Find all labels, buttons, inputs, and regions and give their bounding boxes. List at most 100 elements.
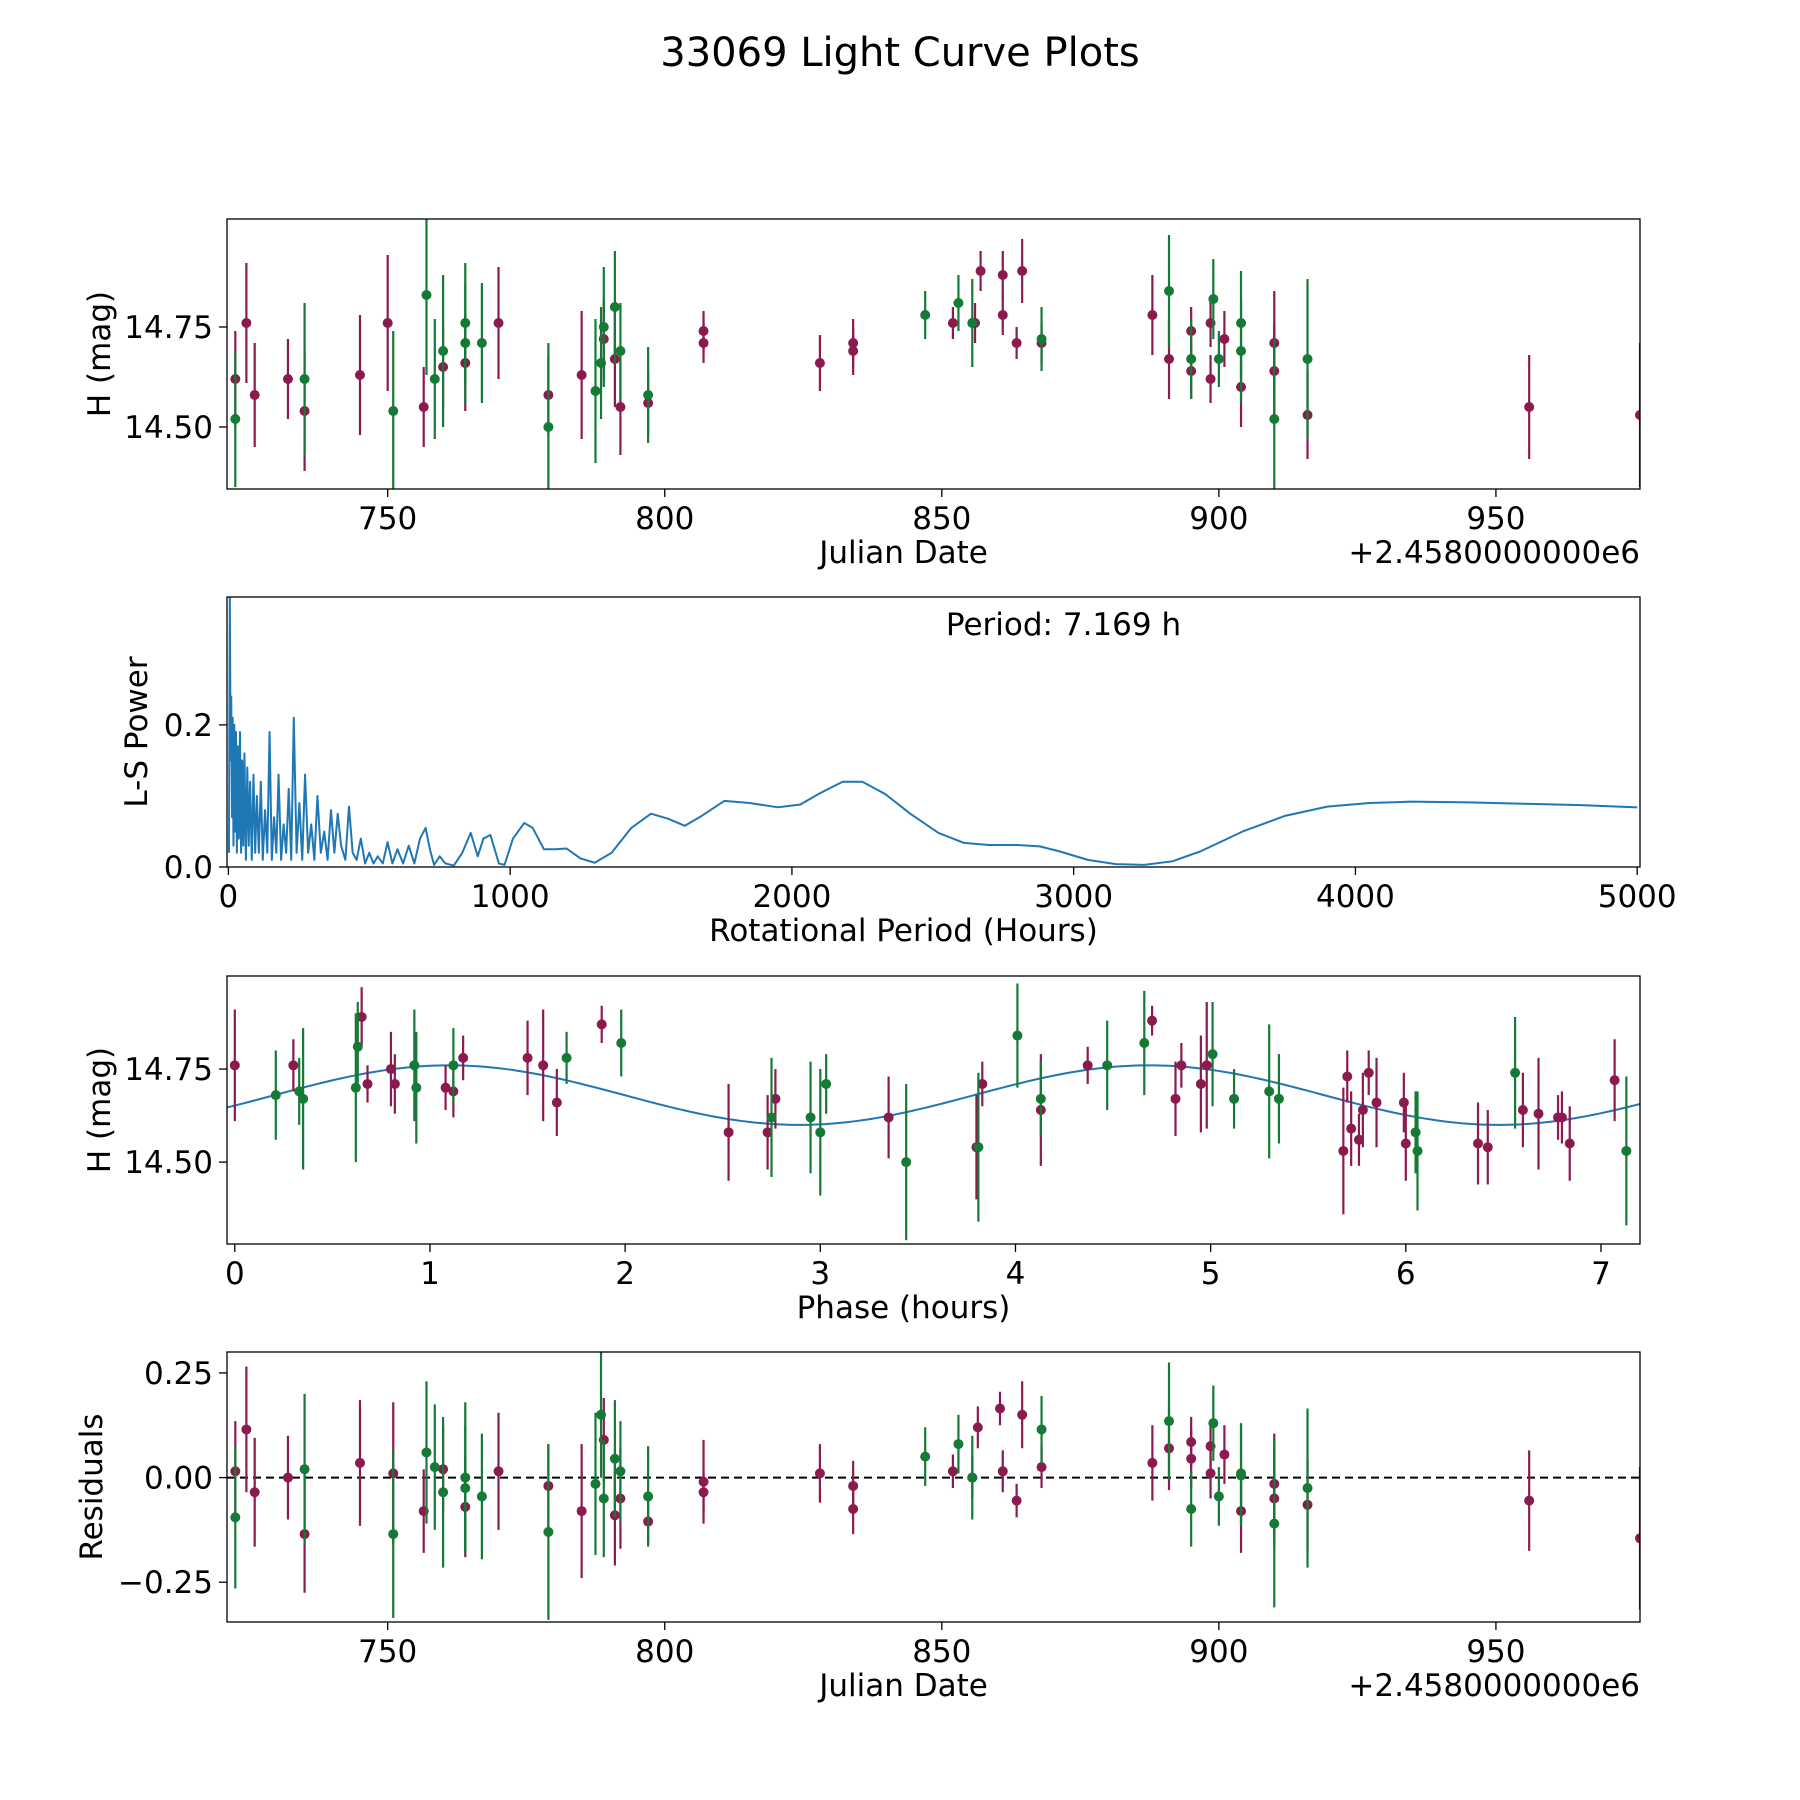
chart-resid-point [698, 1487, 709, 1498]
chart-phase-point [821, 1078, 832, 1089]
chart-lc-point [997, 310, 1008, 320]
chart-resid-ytick-label: 0.00 [144, 1461, 213, 1497]
chart-lc-xtick-label: 950 [1466, 501, 1525, 537]
chart-lc-offset-label: +2.4580000000e6 [1348, 535, 1640, 571]
chart-lc-point [598, 322, 609, 332]
chart-phase-point [551, 1097, 562, 1108]
chart-phase-point [1353, 1134, 1364, 1145]
chart-phase-point [1102, 1060, 1113, 1071]
chart-ls-xtick-label: 4000 [1316, 879, 1395, 915]
chart-lc-point [354, 370, 365, 380]
chart-resid-point [848, 1503, 859, 1514]
chart-lc-plot-area [230, 219, 1640, 489]
chart-resid-point [249, 1487, 260, 1498]
chart-resid-ytick-label: 0.25 [144, 1356, 213, 1392]
chart-phase-point [1139, 1038, 1150, 1048]
chart-resid-point [994, 1403, 1005, 1414]
chart-ls-ytick-label: 0.2 [164, 708, 213, 744]
chart-lc-point [609, 302, 620, 312]
chart-lc-point [438, 346, 449, 356]
chart-resid-point [953, 1439, 964, 1450]
chart-resid-point [596, 1409, 607, 1420]
chart-phase-point [1400, 1138, 1411, 1149]
chart-resid-point [421, 1447, 432, 1458]
chart-resid-point [1036, 1462, 1047, 1473]
chart-lc-point [814, 358, 825, 368]
chart-lc: 750 800 850 900 950 14.50 14.75 Julian Date +2.4… [82, 218, 1641, 571]
chart-phase-point [1207, 1049, 1218, 1060]
chart-phase-point [596, 1019, 607, 1030]
chart-lc-point [543, 422, 554, 432]
chart-lc-point [1302, 354, 1313, 364]
chart-lc-point [953, 298, 964, 308]
chart-lc-point [848, 346, 859, 356]
chart-lc-point [967, 318, 978, 328]
chart-resid-point [1635, 1533, 1640, 1544]
chart-lc-point [460, 338, 471, 348]
chart-phase-point [1510, 1067, 1521, 1078]
chart-lc-point [282, 374, 293, 384]
chart-resid-point [609, 1453, 620, 1464]
chart-phase-point [1621, 1145, 1632, 1156]
chart-phase-point [1273, 1093, 1284, 1104]
chart-resid-point [241, 1424, 252, 1435]
figure-title: 33069 Light Curve Plots [660, 30, 1139, 76]
chart-phase-point [362, 1078, 373, 1089]
chart-phase-point [294, 1086, 305, 1097]
chart-resid-xtick-label: 950 [1466, 1634, 1525, 1670]
chart-phase-point [350, 1082, 361, 1093]
chart-resid-point [493, 1466, 504, 1477]
chart-ls-period-annotation: Period: 7.169 h [946, 607, 1181, 643]
chart-resid-point [230, 1512, 241, 1523]
chart-ls-axes-frame [226, 596, 1641, 868]
chart-phase-xtick-label: 7 [1591, 1256, 1611, 1292]
chart-lc-point [920, 310, 931, 320]
chart-phase-point [1338, 1145, 1349, 1156]
chart-phase-point [538, 1060, 549, 1071]
chart-lc-point [1147, 310, 1158, 320]
chart-phase-point [1082, 1060, 1093, 1071]
chart-phase-point [770, 1093, 781, 1104]
chart-phase-point [1229, 1093, 1240, 1104]
chart-resid-point [1017, 1409, 1028, 1420]
chart-phase-point [901, 1157, 912, 1168]
chart-phase-xtick-label: 2 [615, 1256, 635, 1292]
chart-phase-point [1410, 1127, 1421, 1138]
chart-phase-point [1264, 1086, 1275, 1097]
chart-resid-point [543, 1527, 554, 1537]
chart-phase-point [1012, 1030, 1023, 1041]
chart-phase-point [352, 1041, 363, 1052]
chart-resid-point [814, 1468, 825, 1479]
chart-lc-point [615, 346, 626, 356]
chart-resid-point [1219, 1449, 1230, 1460]
chart-phase-point [1342, 1071, 1353, 1082]
chart-resid-axes-frame [226, 1351, 1641, 1623]
chart-phase-xtick-label: 4 [1006, 1256, 1026, 1292]
chart-resid-point [1208, 1418, 1219, 1429]
chart-resid-xtick-label: 750 [358, 1634, 417, 1670]
chart-resid-point [282, 1472, 293, 1483]
chart-lc-point [1213, 354, 1224, 364]
chart-phase-point [1533, 1108, 1544, 1119]
chart-resid-point [388, 1529, 399, 1540]
chart-resid-point [354, 1457, 365, 1468]
chart-resid-point [615, 1466, 626, 1477]
chart-lc-point [230, 414, 241, 424]
chart-phase-point [356, 1011, 367, 1022]
chart-lc-xtick-label: 800 [635, 501, 694, 537]
chart-phase-point [458, 1052, 469, 1063]
chart-resid-point [997, 1466, 1008, 1477]
chart-resid-point [598, 1493, 609, 1504]
chart-lc-point [1205, 374, 1216, 384]
chart-lc-point [418, 402, 429, 412]
chart-lc-point [615, 402, 626, 412]
chart-phase-point [1147, 1015, 1158, 1026]
chart-phase-series-maroon [229, 987, 1620, 1215]
chart-phase-point [448, 1060, 459, 1071]
chart-lc-xlabel: Julian Date [817, 535, 988, 571]
chart-resid-plot-area [227, 1352, 1640, 1620]
chart-lc-point [947, 318, 958, 328]
chart-lc-point [1635, 410, 1640, 420]
chart-resid-point [643, 1491, 654, 1502]
